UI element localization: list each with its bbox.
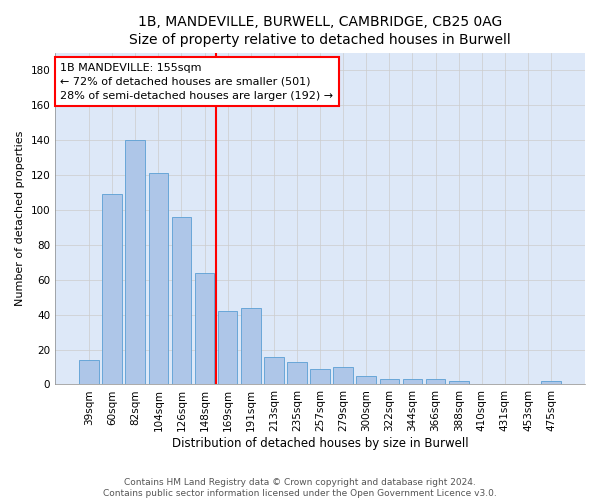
Bar <box>218 311 238 384</box>
Text: 1B MANDEVILLE: 155sqm
← 72% of detached houses are smaller (501)
28% of semi-det: 1B MANDEVILLE: 155sqm ← 72% of detached … <box>61 62 334 100</box>
Bar <box>264 356 284 384</box>
Bar <box>287 362 307 384</box>
Bar <box>541 381 561 384</box>
Bar <box>149 173 168 384</box>
Bar <box>79 360 99 384</box>
Text: Contains HM Land Registry data © Crown copyright and database right 2024.
Contai: Contains HM Land Registry data © Crown c… <box>103 478 497 498</box>
Y-axis label: Number of detached properties: Number of detached properties <box>15 131 25 306</box>
Bar <box>172 217 191 384</box>
X-axis label: Distribution of detached houses by size in Burwell: Distribution of detached houses by size … <box>172 437 469 450</box>
Bar <box>403 379 422 384</box>
Bar <box>241 308 260 384</box>
Bar <box>356 376 376 384</box>
Bar <box>380 379 399 384</box>
Title: 1B, MANDEVILLE, BURWELL, CAMBRIDGE, CB25 0AG
Size of property relative to detach: 1B, MANDEVILLE, BURWELL, CAMBRIDGE, CB25… <box>129 15 511 48</box>
Bar <box>334 367 353 384</box>
Bar <box>310 368 330 384</box>
Bar <box>103 194 122 384</box>
Bar <box>449 381 469 384</box>
Bar <box>125 140 145 384</box>
Bar <box>426 379 445 384</box>
Bar <box>195 272 214 384</box>
